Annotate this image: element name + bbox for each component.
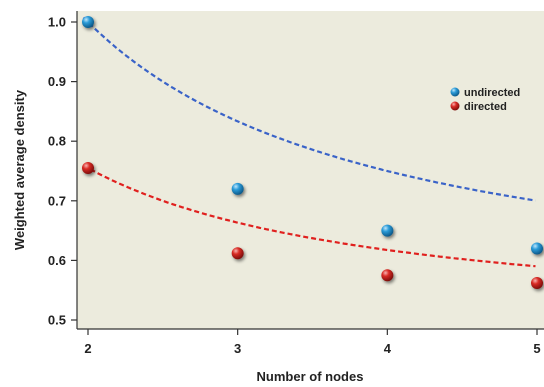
series-line-directed [82,164,536,268]
data-point-undirected [381,224,394,237]
data-point-directed [381,269,394,282]
data-point-directed [231,247,244,260]
x-tick-label: 5 [533,341,540,356]
y-axis-ticks: 0.5 0.6 0.7 0.8 0.9 1.0 [48,15,77,328]
x-axis-ticks: 2 3 4 5 [84,329,541,356]
data-point-directed [531,277,543,290]
plot-area-background [77,11,544,329]
x-tick-label: 3 [234,341,241,356]
y-tick-label: 0.5 [48,313,66,328]
legend: undirected directed [450,87,520,113]
x-tick-label: 2 [84,341,91,356]
y-tick-label: 0.9 [48,74,66,89]
x-tick-label: 4 [384,341,392,356]
legend-label-undirected: undirected [464,87,520,99]
legend-marker-undirected [450,87,460,97]
legend-label-directed: directed [464,101,507,113]
y-axis-title: Weighted average density [12,89,27,250]
curve-layer [82,16,536,268]
y-tick-label: 0.7 [48,193,66,208]
data-point-undirected [231,182,244,195]
y-tick-label: 1.0 [48,15,66,30]
x-axis-title: Number of nodes [257,369,364,384]
legend-marker-directed [450,101,460,111]
data-point-directed [82,162,94,175]
series-line-undirected [82,16,536,202]
data-point-undirected [82,16,94,28]
y-tick-label: 0.8 [48,134,66,149]
data-point-undirected [531,242,543,255]
y-tick-label: 0.6 [48,253,66,268]
point-layer [82,16,543,290]
